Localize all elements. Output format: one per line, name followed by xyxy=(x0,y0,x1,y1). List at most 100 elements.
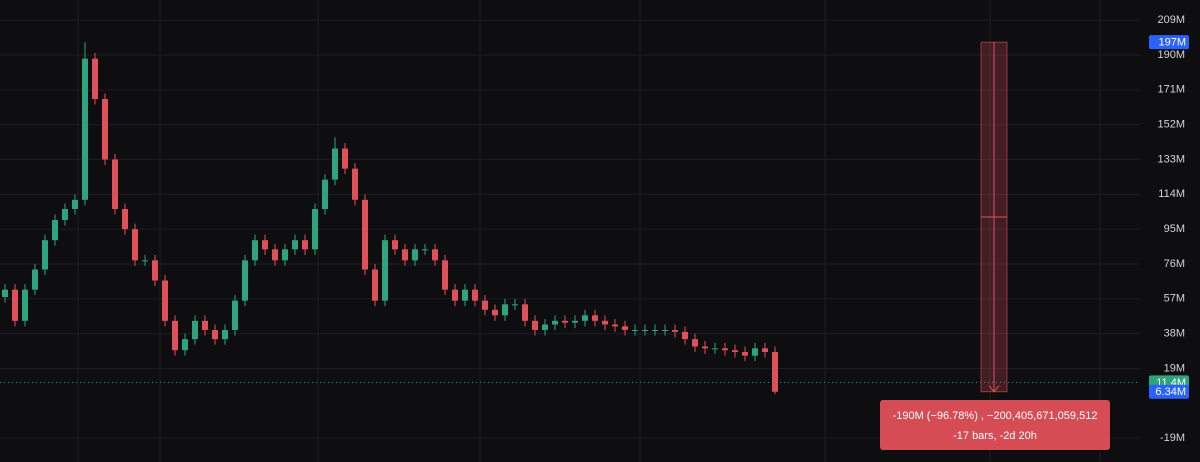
candle-body xyxy=(112,159,118,209)
candle-body xyxy=(442,260,448,290)
y-tick-label: 19M xyxy=(1164,362,1185,374)
y-tick-label: 57M xyxy=(1164,293,1185,305)
candle-body xyxy=(692,339,698,347)
candle-body xyxy=(272,249,278,261)
y-tick-label: 76M xyxy=(1164,258,1185,270)
measure-tooltip xyxy=(880,400,1110,450)
candle-body xyxy=(282,249,288,261)
y-tick-label: 171M xyxy=(1157,84,1185,96)
candle-body xyxy=(702,346,708,349)
candle-body xyxy=(682,331,688,340)
candle-body xyxy=(322,179,328,209)
candle-body xyxy=(62,209,68,220)
price-badge-label: 6.34M xyxy=(1155,386,1186,398)
candle-body xyxy=(262,240,268,250)
candle-body xyxy=(552,320,558,325)
candle-body xyxy=(582,315,588,321)
candle-body xyxy=(772,352,778,392)
candle-body xyxy=(152,260,158,281)
candle-body xyxy=(32,269,38,290)
candle-body xyxy=(82,58,88,200)
candle-body xyxy=(562,320,568,323)
candle-body xyxy=(252,240,258,261)
candle-body xyxy=(392,240,398,250)
candle-body xyxy=(532,320,538,330)
candle-body xyxy=(482,300,488,310)
candle-body xyxy=(382,240,388,301)
candle-body xyxy=(92,58,98,99)
candle-body xyxy=(642,330,648,331)
candle-body xyxy=(502,304,508,316)
candle-body xyxy=(352,168,358,200)
candle-body xyxy=(462,289,468,301)
candle-body xyxy=(672,330,678,332)
candle-body xyxy=(52,220,58,241)
candle-body xyxy=(732,350,738,352)
candle-body xyxy=(432,249,438,261)
candle-body xyxy=(72,199,78,209)
y-tick-label: 114M xyxy=(1158,188,1185,200)
y-tick-label: 209M xyxy=(1157,14,1185,26)
candle-body xyxy=(22,289,28,321)
y-tick-label: 95M xyxy=(1164,223,1185,235)
candle-body xyxy=(362,199,368,270)
candle-body xyxy=(632,330,638,331)
candle-body xyxy=(302,240,308,250)
candle-body xyxy=(422,249,428,251)
candle-body xyxy=(512,304,518,306)
candle-body xyxy=(182,339,188,351)
candle-body xyxy=(222,330,228,340)
candle-body xyxy=(202,320,208,330)
y-tick-label: 152M xyxy=(1157,119,1185,131)
candle-body xyxy=(372,269,378,301)
price-badge xyxy=(1149,35,1189,50)
candle-body xyxy=(752,348,758,356)
candle-body xyxy=(542,324,548,330)
candle-body xyxy=(172,320,178,351)
price-badge xyxy=(1149,384,1189,399)
candle-body xyxy=(572,320,578,323)
candle-body xyxy=(232,300,238,330)
candle-body xyxy=(242,260,248,301)
candle-body xyxy=(132,229,138,261)
vertical-grid xyxy=(77,0,1101,462)
candle-body xyxy=(42,240,48,270)
y-tick-label: 38M xyxy=(1164,328,1185,340)
candle-body xyxy=(712,348,718,350)
candle-body xyxy=(412,249,418,261)
measure-arrowhead xyxy=(988,385,1000,393)
measure-text: -17 bars, -2d 20h xyxy=(953,430,1037,442)
candle-body xyxy=(192,320,198,340)
candle-body xyxy=(722,348,728,351)
candle-body xyxy=(122,209,128,230)
candle-body xyxy=(342,148,348,169)
candle-body xyxy=(602,320,608,325)
y-tick-label: 190M xyxy=(1157,49,1185,61)
candle-body xyxy=(662,330,668,331)
price-badge-label: 197M xyxy=(1158,37,1186,49)
candle-body xyxy=(522,304,528,321)
candle-body xyxy=(652,330,658,331)
candle-body xyxy=(592,315,598,321)
y-tick-label: -19M xyxy=(1160,432,1185,444)
candle-body xyxy=(742,352,748,356)
candle-body xyxy=(142,260,148,262)
y-tick-label: 133M xyxy=(1157,153,1185,165)
candle-body xyxy=(212,330,218,340)
candle-body xyxy=(102,99,108,160)
candle-body xyxy=(312,209,318,250)
candle-body xyxy=(622,326,628,330)
candle-body xyxy=(492,309,498,316)
candle-body xyxy=(332,148,338,180)
candle-body xyxy=(402,249,408,261)
candle-body xyxy=(162,280,168,321)
candle-body xyxy=(612,324,618,327)
candle-body xyxy=(12,289,18,321)
candle-body xyxy=(452,289,458,301)
measure-text: -190M (−96.78%) , −200,405,671,059,512 xyxy=(893,410,1098,422)
candle-body xyxy=(292,240,298,250)
candle-body xyxy=(2,289,8,297)
candle-body xyxy=(762,348,768,352)
